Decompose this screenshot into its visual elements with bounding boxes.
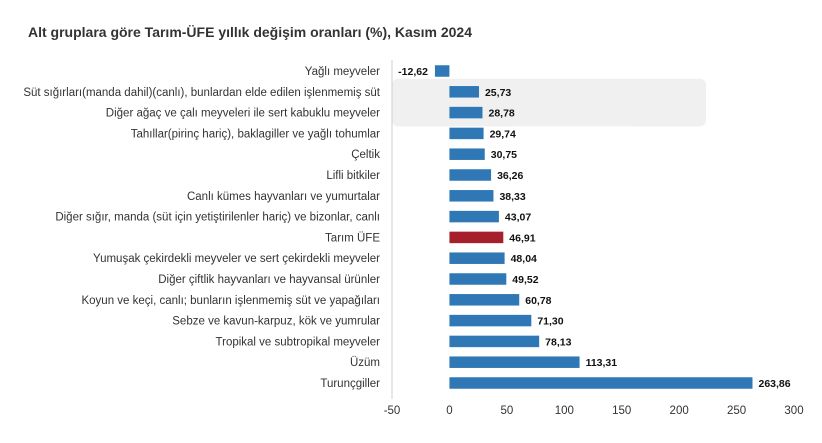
bar: [449, 231, 504, 244]
highlight-band-layer: [392, 78, 706, 127]
x-tick-labels-layer: -50 0 50 100 150 200 250 300: [384, 405, 804, 417]
bar: [449, 86, 479, 98]
bar: [449, 169, 492, 181]
category-label: Yağlı meyveler: [305, 66, 380, 78]
x-tick-label: -50: [384, 405, 401, 417]
bar: [449, 294, 520, 306]
category-label: Yumuşak çekirdekli meyveler ve sert çeki…: [93, 253, 380, 265]
value-label: 30,75: [491, 149, 517, 161]
category-label: Çeltik: [351, 149, 380, 161]
category-labels-layer: Yağlı meyveler Süt sığırları(manda dahil)…: [23, 66, 380, 390]
category-label: Tahıllar(pirinç hariç), baklagiller ve y…: [131, 128, 380, 140]
category-label: Canlı kümes hayvanları ve yumurtalar: [187, 191, 380, 203]
bar: [449, 273, 507, 285]
bar: [449, 127, 484, 140]
category-label: Üzüm: [350, 357, 380, 369]
category-label: Sebze ve kavun-karpuz, kök ve yumrular: [172, 316, 380, 328]
bars-layer: [434, 65, 753, 389]
category-label: Diğer sığır, manda (süt için yetiştirile…: [55, 212, 380, 224]
x-tick-label: 300: [784, 405, 803, 417]
value-label: 43,07: [505, 212, 531, 224]
value-label: 38,33: [499, 191, 525, 203]
x-tick-label: 50: [500, 405, 513, 417]
bar: [449, 314, 532, 327]
value-label: 78,13: [545, 336, 571, 348]
bar: [449, 252, 505, 264]
x-tick-label: 100: [555, 405, 574, 417]
bar: [449, 356, 580, 368]
value-label: 36,26: [497, 170, 523, 182]
value-label: 113,31: [586, 357, 618, 369]
x-tick-label: 250: [727, 405, 746, 417]
bar: [449, 335, 540, 348]
bar: [449, 377, 753, 389]
category-label: Lifli bitkiler: [326, 170, 380, 182]
bar: [449, 148, 485, 160]
value-label: 28,78: [488, 108, 514, 120]
chart-title: Alt gruplara göre Tarım-ÜFE yıllık değiş…: [28, 24, 472, 40]
category-label: Süt sığırları(manda dahil)(canlı), bunla…: [23, 87, 380, 99]
value-label: 49,52: [512, 274, 538, 286]
value-label: 46,91: [509, 232, 535, 244]
bar: [449, 210, 499, 223]
category-label: Diğer çiftlik hayvanları ve hayvansal ür…: [158, 274, 380, 286]
value-labels-layer: -12,62 25,73 28,78 29,74 30,75 36,26 38,33 43,0…: [398, 66, 791, 390]
value-label: 263,86: [758, 378, 790, 390]
value-label: 25,73: [485, 87, 511, 99]
value-label: 48,04: [511, 253, 537, 265]
value-label: 71,30: [537, 316, 563, 328]
x-tick-label: 0: [446, 405, 452, 417]
value-label: -12,62: [398, 66, 428, 78]
bar: [449, 106, 483, 119]
bar: [434, 65, 450, 77]
hover-highlight-band: [392, 78, 706, 127]
value-label: 29,74: [490, 128, 516, 140]
x-tick-label: 200: [670, 405, 689, 417]
category-label: Tarım ÜFE: [325, 232, 380, 244]
value-label: 60,78: [525, 295, 551, 307]
category-label: Koyun ve keçi, canlı; bunların işlenmemi…: [81, 295, 380, 307]
x-tick-label: 150: [612, 405, 631, 417]
category-label: Diğer ağaç ve çalı meyveleri ile sert ka…: [106, 108, 380, 120]
bar: [449, 190, 494, 202]
category-label: Turunçgiller: [320, 378, 380, 390]
category-label: Tropikal ve subtropikal meyveler: [216, 336, 381, 348]
